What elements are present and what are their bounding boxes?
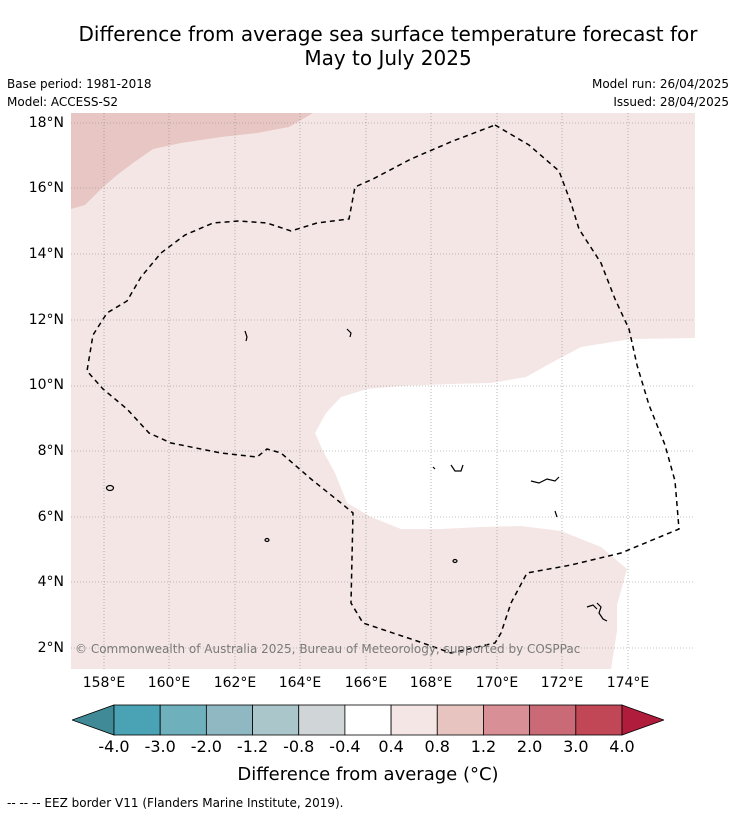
lon-label: 166°E [344,675,388,691]
lon-label: 168°E [409,675,453,691]
model-name: Model: ACCESS-S2 [7,95,119,109]
colorbar-segment [298,704,346,736]
colorbar-segment [344,704,392,736]
lon-label: 164°E [278,675,322,691]
colorbar-arrow-right [621,704,664,736]
colorbar-segment [113,704,161,736]
lat-label: 10°N [28,377,64,393]
model-run: Model run: 26/04/2025 [591,77,729,91]
islands [105,328,608,622]
title-line-1: Difference from average sea surface temp… [78,22,698,46]
colorbar-tick-label: 2.0 [516,737,543,756]
colorbar-segment [390,704,438,736]
colorbar-segment [436,704,484,736]
lat-label: 16°N [28,180,64,196]
lat-label: 4°N [37,574,64,590]
meta-left: Base period: 1981-2018 Model: ACCESS-S2 [7,75,152,111]
colorbar-segment [575,704,623,736]
colorbar-tick-label: -0.4 [329,737,361,756]
meta-right: Model run: 26/04/2025 Issued: 28/04/2025 [592,75,729,111]
eez-border [86,124,680,654]
lon-label: 162°E [213,675,257,691]
colorbar-title: Difference from average (°C) [237,764,499,785]
colorbar-segment [159,704,207,736]
colorbar-segment [529,704,577,736]
lon-label: 172°E [540,675,584,691]
colorbar-tick-label: 0.8 [424,737,450,756]
base-period: Base period: 1981-2018 [7,77,152,91]
colorbar-tick-label: 4.0 [609,737,635,756]
colorbar-arrow-left [72,704,115,736]
lat-label: 8°N [37,443,64,459]
lat-label: 12°N [28,312,64,328]
colorbar-tick-label: -3.0 [144,737,176,756]
lon-label: 174°E [606,675,650,691]
sst-map: © Commonwealth of Australia 2025, Bureau… [71,113,695,669]
lat-label: 14°N [28,246,64,262]
colorbar [72,704,664,736]
colorbar-tick-label: 3.0 [563,737,589,756]
title-line-2: May to July 2025 [304,46,472,70]
lon-label: 170°E [475,675,519,691]
warm-anomaly-region [71,113,313,209]
colorbar-segment [252,704,300,736]
chart-title: Difference from average sea surface temp… [40,22,736,70]
lat-label: 2°N [37,640,64,656]
issued-date: Issued: 28/04/2025 [613,95,729,109]
colorbar-tick-label: -4.0 [98,737,130,756]
neutral-anomaly-region [315,338,695,669]
colorbar-segment [205,704,253,736]
colorbar-segment [483,704,531,736]
colorbar-tick-label: 0.4 [378,737,404,756]
lat-label: 18°N [28,115,64,131]
copyright-text: © Commonwealth of Australia 2025, Bureau… [75,642,580,656]
eez-footnote: -- -- -- EEZ border V11 (Flanders Marine… [7,796,344,810]
lon-label: 160°E [147,675,191,691]
colorbar-tick-label: -0.8 [283,737,315,756]
colorbar-tick-label: 1.2 [470,737,497,756]
gridlines [71,113,695,669]
colorbar-tick-label: -1.2 [236,737,269,756]
lat-label: 6°N [37,509,64,525]
colorbar-tick-label: -2.0 [190,737,222,756]
lon-label: 158°E [82,675,126,691]
